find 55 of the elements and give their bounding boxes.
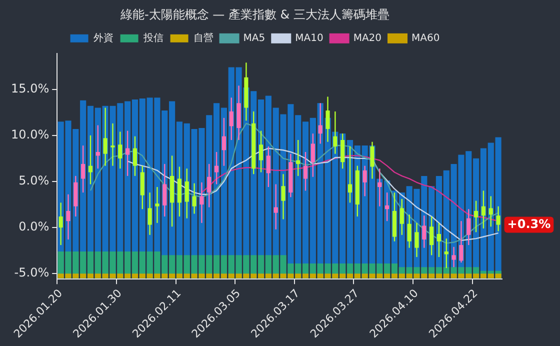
y-tick-label: 10.0% (10, 128, 50, 142)
legend-label: MA20 (353, 32, 382, 44)
candlestick (155, 186, 160, 224)
candlestick (126, 130, 130, 177)
legend-label: 自營 (193, 32, 214, 44)
candlestick (118, 131, 122, 170)
candlestick (274, 184, 278, 230)
legend-label: MA5 (243, 32, 266, 44)
candlestick (258, 130, 264, 173)
candlestick (310, 132, 315, 178)
candlestick (385, 192, 390, 222)
candlestick (340, 132, 345, 170)
candlestick (132, 136, 138, 177)
candlestick (303, 151, 308, 192)
candlestick (184, 168, 189, 219)
text: +0.3% (507, 216, 551, 231)
candlestick (74, 175, 78, 218)
candlestick (140, 165, 144, 210)
candlestick (177, 166, 182, 218)
candlestick (207, 163, 212, 208)
candlestick (222, 117, 226, 166)
candlestick (362, 165, 367, 197)
candlestick (422, 214, 426, 248)
legend-label: MA60 (412, 32, 440, 44)
legend-label: 外資 (93, 32, 114, 44)
candlestick (496, 206, 500, 232)
candlestick (481, 190, 486, 230)
candlestick (229, 97, 234, 141)
candlestick (81, 144, 86, 194)
candlestick (466, 208, 471, 246)
candlestick (148, 192, 152, 236)
chart-title: 綠能-太陽能概念 — 產業指數 & 三大法人籌碼堆疊 (120, 7, 390, 22)
candlestick (281, 174, 286, 220)
candlestick (296, 139, 300, 177)
candlestick (474, 200, 478, 233)
candlestick (66, 194, 70, 240)
y-tick-label: -5.0% (14, 266, 50, 280)
candlestick (162, 163, 167, 218)
candlestick (192, 182, 196, 214)
candlestick (266, 146, 270, 188)
candlestick (96, 124, 100, 170)
candlestick (333, 110, 338, 154)
candlestick (110, 122, 115, 166)
candlestick (214, 151, 219, 185)
y-tick-label: 0.0% (18, 220, 50, 234)
candlestick (318, 102, 322, 144)
candlestick (88, 134, 93, 185)
y-tick-label: 5.0% (18, 174, 50, 188)
y-tick-label: 15.0% (10, 81, 50, 96)
candlestick (326, 96, 330, 142)
candlestick (200, 182, 204, 224)
legend-label: 投信 (142, 32, 164, 44)
candlestick (488, 196, 493, 228)
candlestick (370, 141, 374, 180)
legend-label: MA10 (295, 32, 324, 44)
